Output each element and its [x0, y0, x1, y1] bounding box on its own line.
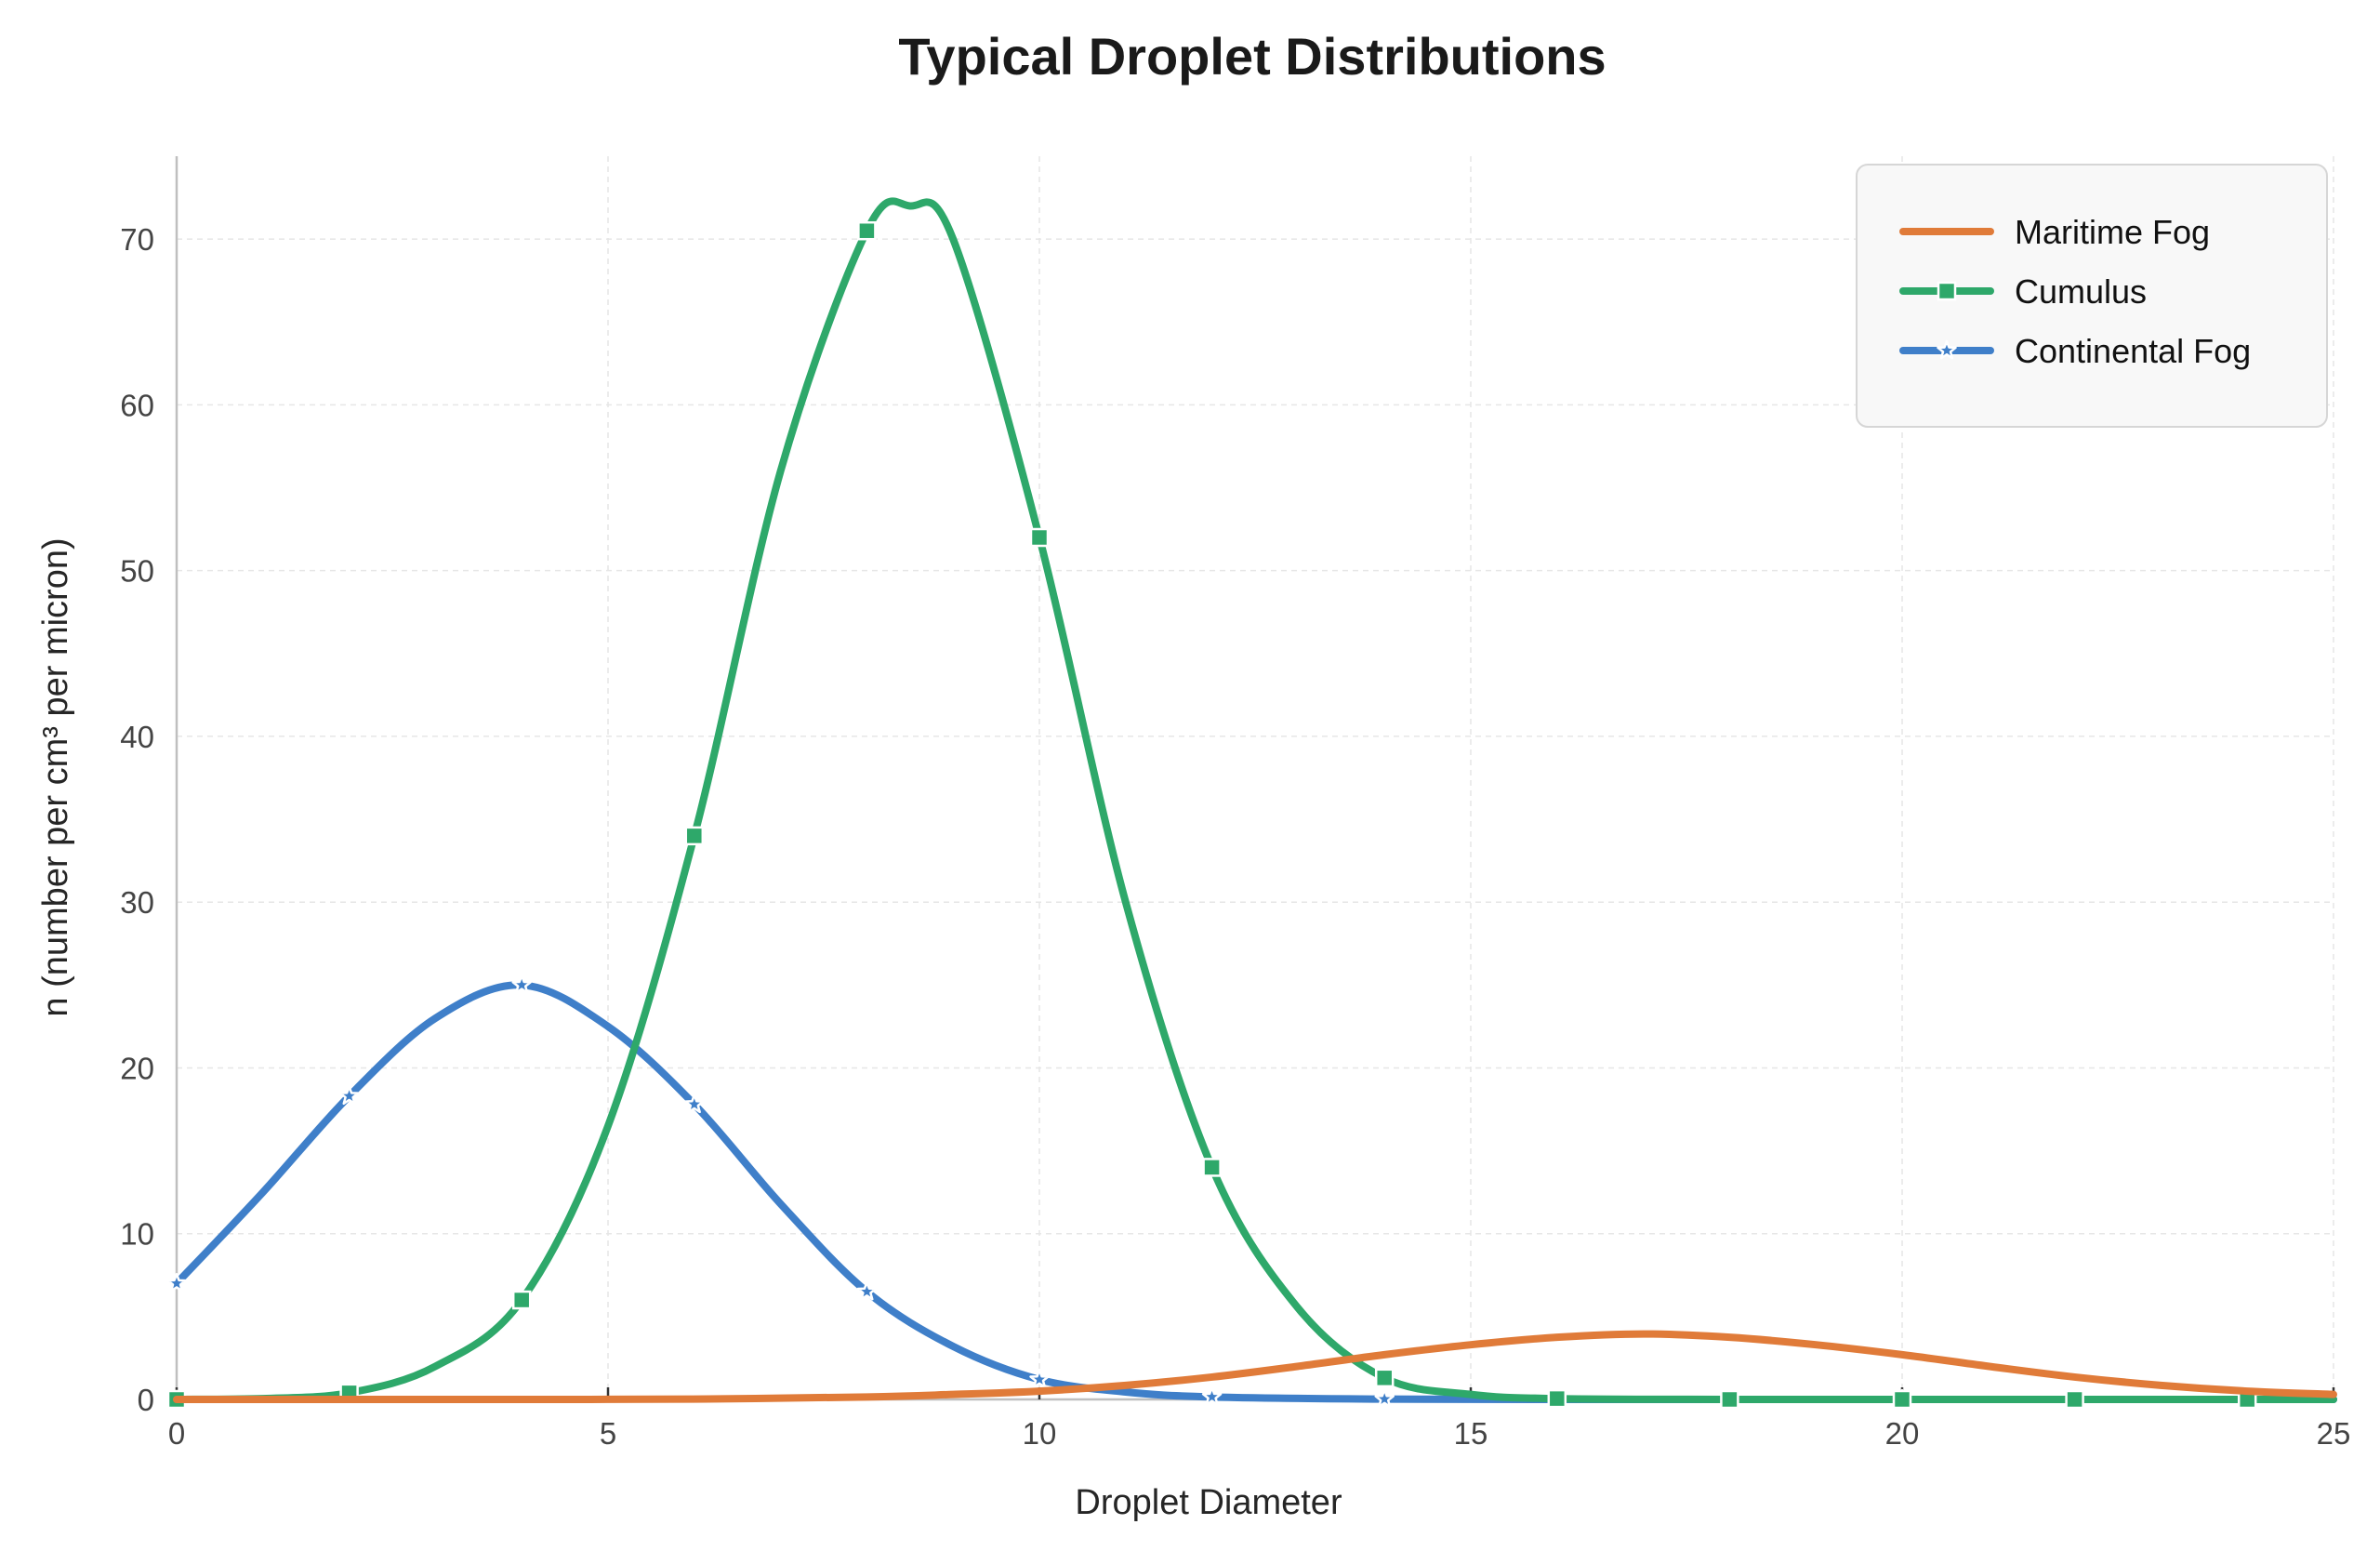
- data-point-cumulus: [2065, 1389, 2084, 1410]
- data-point-cumulus: [511, 1290, 532, 1310]
- series-line-cumulus: [173, 197, 2337, 1404]
- x-tick-label: 0: [168, 1416, 185, 1451]
- y-tick-label: 50: [120, 554, 154, 589]
- legend-item-continental-fog: Continental Fog: [1899, 332, 2251, 370]
- y-tick-label: 0: [138, 1383, 154, 1417]
- chart-title: Typical Droplet Distributions: [898, 27, 1606, 86]
- y-tick-label: 40: [120, 720, 154, 754]
- ticks-layer: 0 5 10 15 20 25 0 10 20 30 40 50 60 70: [120, 222, 2350, 1451]
- data-point-cumulus: [684, 826, 705, 846]
- x-tick-label: 10: [1023, 1416, 1057, 1451]
- legend-marker-cumulus: [1937, 281, 1957, 301]
- data-point-continental-fog: [511, 974, 532, 994]
- legend-label-continental-fog: Continental Fog: [2015, 332, 2251, 370]
- data-point-cumulus: [1720, 1389, 1739, 1410]
- grid-layer: [176, 156, 2334, 1400]
- x-tick-label: 20: [1885, 1416, 1920, 1451]
- legend-items: Maritime Fog Cumulus Continental Fog: [1899, 213, 2251, 370]
- x-axis-label: Droplet Diameter: [1075, 1483, 1342, 1522]
- x-tick-label: 25: [2317, 1416, 2351, 1451]
- series-line-maritime-fog: [173, 1330, 2337, 1404]
- data-point-cumulus: [1892, 1389, 1912, 1410]
- data-point-continental-fog: [1201, 1386, 1223, 1406]
- y-axis-label: n (number per cm³ per micron): [36, 537, 75, 1016]
- series-maritime-fog: [173, 1330, 2337, 1404]
- series-layer: [166, 197, 2337, 1410]
- y-tick-label: 10: [120, 1217, 154, 1252]
- y-tick-label: 20: [120, 1051, 154, 1085]
- x-tick-label: 15: [1454, 1416, 1488, 1451]
- legend-label-cumulus: Cumulus: [2015, 272, 2147, 311]
- data-point-continental-fog: [856, 1280, 878, 1301]
- legend-item-maritime-fog: Maritime Fog: [1899, 213, 2210, 251]
- data-point-cumulus: [857, 220, 877, 241]
- data-point-cumulus: [1374, 1368, 1395, 1388]
- data-point-cumulus: [1202, 1158, 1222, 1177]
- data-point-continental-fog: [166, 1272, 187, 1292]
- y-tick-label: 60: [120, 388, 154, 422]
- data-point-continental-fog: [1029, 1369, 1050, 1388]
- legend-marker-continental-fog: [1937, 339, 1957, 360]
- x-tick-label: 5: [600, 1416, 616, 1451]
- data-point-cumulus: [1029, 527, 1050, 548]
- data-point-cumulus: [1547, 1388, 1567, 1409]
- y-tick-label: 70: [120, 222, 154, 257]
- legend: Maritime Fog Cumulus Continental Fog: [1856, 164, 2328, 428]
- data-point-continental-fog: [338, 1085, 360, 1106]
- legend-item-cumulus: Cumulus: [1899, 272, 2147, 311]
- data-point-continental-fog: [1374, 1388, 1395, 1408]
- legend-label-maritime-fog: Maritime Fog: [2015, 213, 2210, 251]
- y-tick-label: 30: [120, 885, 154, 920]
- data-point-continental-fog: [684, 1094, 705, 1114]
